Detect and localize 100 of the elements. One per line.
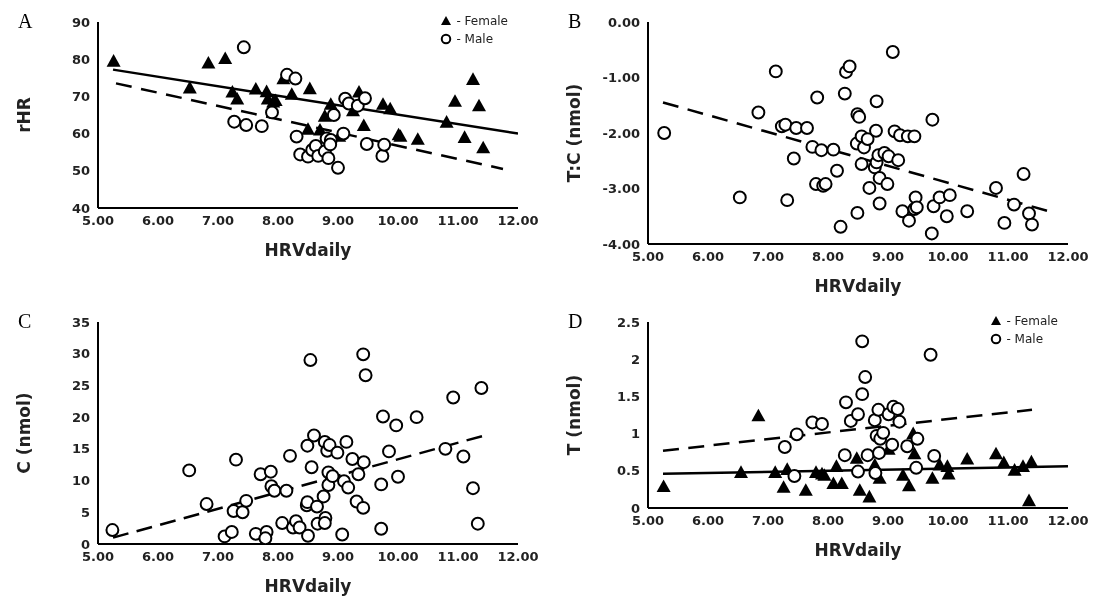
point (900, 439, 915, 454)
point (909, 460, 924, 475)
point (1022, 493, 1036, 507)
point (439, 115, 454, 128)
point (885, 437, 900, 452)
y-tick-label: 40 (71, 200, 90, 216)
point (896, 468, 910, 481)
point (798, 483, 813, 496)
point (331, 160, 345, 175)
x-tick-label: 11.00 (437, 213, 479, 229)
point (106, 54, 121, 67)
x-tick-label: 9.00 (871, 513, 905, 529)
point (472, 98, 486, 112)
legend-label: - Male (456, 31, 494, 48)
y-tick-label: 70 (71, 89, 90, 105)
x-tick-label: 7.00 (201, 213, 235, 229)
point (768, 465, 783, 478)
x-tick-label: 12.00 (1047, 513, 1089, 529)
y-tick-label: 1 (630, 426, 640, 442)
x-tick-label: 8.00 (811, 513, 845, 529)
y-tick-label: -4.00 (602, 236, 640, 252)
point (1024, 454, 1039, 468)
x-tick-label: 12.00 (497, 549, 539, 565)
point (356, 118, 371, 132)
point (872, 445, 886, 460)
x-tick-label: 9.00 (871, 249, 905, 265)
point (837, 448, 852, 463)
y-tick-label: 1.5 (616, 389, 640, 405)
point (466, 72, 480, 85)
point (862, 489, 877, 503)
x-axis-title: HRVdaily (814, 540, 902, 560)
point (182, 80, 197, 94)
point (375, 148, 390, 163)
y-tick-label: -1.00 (602, 70, 640, 86)
chart-title: A (18, 10, 33, 33)
y-axis-title: T (nmol) (564, 374, 585, 456)
point (776, 480, 791, 493)
y-tick-label: 2.5 (616, 314, 640, 330)
x-axis-title: HRVdaily (814, 276, 902, 296)
y-tick-label: 50 (71, 163, 90, 179)
y-tick-label: 0 (630, 500, 640, 516)
point (1016, 459, 1030, 472)
point (383, 101, 398, 115)
point (218, 51, 233, 65)
point (902, 478, 916, 492)
x-tick-label: 8.00 (261, 549, 295, 565)
point (358, 91, 372, 106)
x-tick-label: 10.00 (377, 213, 419, 229)
x-tick-label: 8.00 (261, 213, 295, 229)
x-axis-title: HRVdaily (264, 240, 352, 260)
point (288, 71, 303, 86)
x-tick-label: 6.00 (141, 549, 175, 565)
chart-title: C (18, 310, 32, 333)
point (927, 448, 942, 463)
y-tick-label: 2 (630, 351, 640, 367)
y-tick-label: 10 (71, 473, 90, 489)
point (876, 425, 891, 440)
y-tick-label: 0.5 (616, 463, 640, 479)
point (239, 118, 254, 132)
point (254, 119, 269, 134)
point (201, 55, 216, 69)
point (289, 129, 304, 144)
point (989, 446, 1003, 460)
x-tick-label: 6.00 (141, 213, 175, 229)
chart-title: D (568, 310, 583, 333)
point (734, 465, 748, 478)
x-tick-label: 11.00 (987, 513, 1029, 529)
point (910, 431, 925, 446)
point (851, 464, 865, 479)
y-tick-label: 60 (71, 126, 90, 142)
y-tick-label: 0.00 (607, 14, 640, 30)
point (851, 407, 865, 422)
x-tick-label: 5.00 (631, 249, 665, 265)
x-tick-label: 7.00 (751, 249, 785, 265)
x-tick-label: 6.00 (691, 513, 725, 529)
point (787, 469, 802, 483)
chart-title: B (568, 10, 582, 33)
point (302, 81, 317, 95)
point (377, 137, 392, 152)
point (326, 108, 341, 122)
point (457, 130, 472, 143)
x-tick-label: 7.00 (201, 549, 235, 565)
point (829, 459, 844, 472)
point (849, 451, 864, 464)
point (236, 40, 251, 55)
point (476, 140, 491, 154)
point (359, 137, 374, 151)
point (656, 479, 671, 493)
y-tick-label: 5 (80, 504, 90, 520)
y-axis-title: T:C (nmol) (564, 83, 585, 183)
x-tick-label: 9.00 (321, 549, 355, 565)
point (230, 92, 245, 105)
point (855, 334, 870, 349)
x-tick-label: 8.00 (811, 249, 845, 265)
x-tick-label: 12.00 (1047, 249, 1089, 265)
point (867, 413, 882, 428)
y-tick-label: -2.00 (602, 125, 640, 141)
point (852, 483, 867, 496)
point (301, 122, 315, 135)
point (907, 446, 922, 460)
